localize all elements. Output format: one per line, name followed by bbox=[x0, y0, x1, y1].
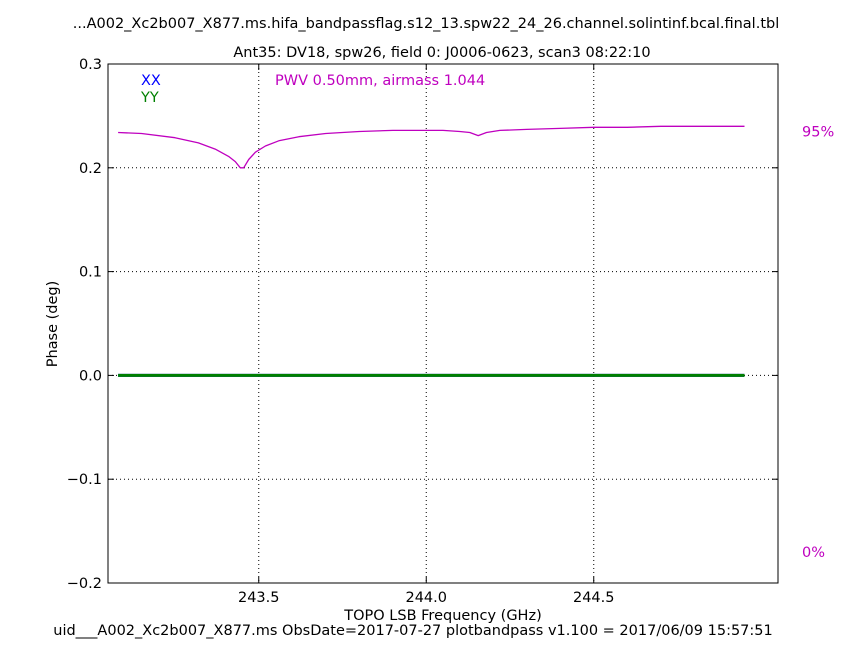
chart-subtitle: Ant35: DV18, spw26, field 0: J0006-0623,… bbox=[233, 45, 650, 61]
y-tick-label: 0.2 bbox=[79, 161, 102, 177]
y-axis-label: Phase (deg) bbox=[45, 281, 61, 368]
annotation-pwv: PWV 0.50mm, airmass 1.044 bbox=[275, 73, 485, 89]
x-tick-label: 244.5 bbox=[573, 590, 615, 606]
y-tick-label: 0.0 bbox=[79, 368, 102, 384]
x-axis-label: TOPO LSB Frequency (GHz) bbox=[343, 608, 541, 624]
y-tick-label: 0.1 bbox=[79, 265, 102, 281]
right-axis-labels: 95% 0% bbox=[802, 124, 834, 560]
legend-entry-xx: XX bbox=[141, 73, 161, 89]
legend-entry-yy: YY bbox=[140, 90, 159, 106]
right-axis-label: 95% bbox=[802, 124, 834, 140]
y-tick-label: −0.1 bbox=[67, 472, 102, 488]
right-axis-label: 0% bbox=[802, 545, 825, 561]
x-tick-label: 244.0 bbox=[405, 590, 447, 606]
grid-lines bbox=[108, 64, 778, 583]
y-tick-label: −0.2 bbox=[67, 576, 102, 592]
series-line-atmospheric-transmission bbox=[118, 125, 745, 169]
plot-area bbox=[108, 64, 778, 583]
footer-text: uid___A002_Xc2b007_X877.ms ObsDate=2017-… bbox=[53, 623, 773, 639]
series-layer bbox=[118, 125, 745, 377]
plot-frame bbox=[107, 63, 779, 584]
axis-ticks: 243.5 244.0 244.5 0.3 0.2 0.1 0.0 −0.1 −0.2 bbox=[67, 57, 778, 606]
chart-title: ...A002_Xc2b007_X877.ms.hifa_bandpassfla… bbox=[73, 16, 780, 32]
y-tick-label: 0.3 bbox=[79, 57, 102, 73]
x-tick-label: 243.5 bbox=[238, 590, 280, 606]
